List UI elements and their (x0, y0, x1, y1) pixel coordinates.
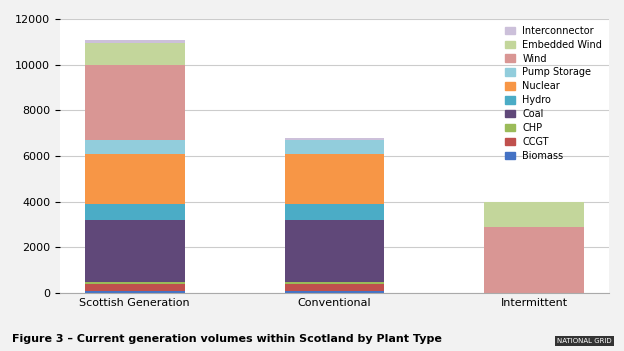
Bar (285, 291, 384, 293)
Text: NATIONAL GRID: NATIONAL GRID (557, 338, 612, 344)
Bar (285, 138, 384, 140)
Bar (285, 154, 384, 204)
Bar (285, 140, 384, 154)
Bar (85, 40, 185, 43)
Bar (85, 291, 185, 293)
Bar (285, 284, 384, 291)
Bar (285, 204, 384, 220)
Bar (484, 202, 584, 227)
Bar (85, 43, 185, 65)
Bar (85, 282, 185, 284)
Bar (285, 282, 384, 284)
Text: Figure 3 – Current generation volumes within Scotland by Plant Type: Figure 3 – Current generation volumes wi… (12, 334, 442, 344)
Bar (85, 220, 185, 282)
Bar (85, 284, 185, 291)
Legend: Interconnector, Embedded Wind, Wind, Pump Storage, Nuclear, Hydro, Coal, CHP, CC: Interconnector, Embedded Wind, Wind, Pum… (503, 24, 604, 163)
Bar (484, 227, 584, 293)
Bar (85, 140, 185, 154)
Bar (85, 154, 185, 204)
Bar (85, 204, 185, 220)
Bar (285, 220, 384, 282)
Bar (85, 65, 185, 140)
